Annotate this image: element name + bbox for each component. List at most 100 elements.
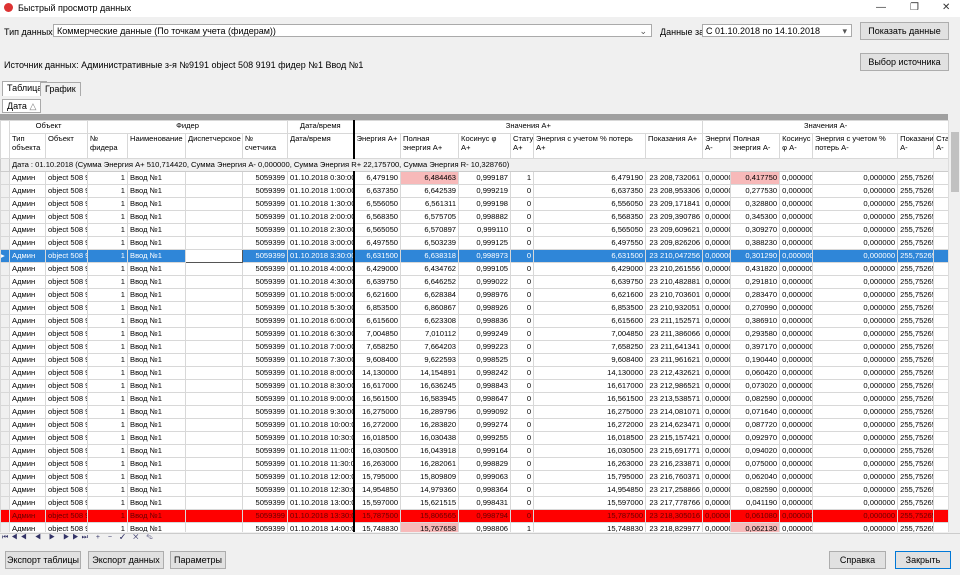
cell: 5059399 <box>242 249 289 263</box>
close-button[interactable]: Закрыть <box>895 551 951 569</box>
column-header: Энергия A+ <box>352 133 402 159</box>
cell: 255,75265 <box>897 509 935 523</box>
cell <box>185 444 244 458</box>
cell: 255,75265 <box>897 327 935 341</box>
data-type-value: Коммерческие данные (По точкам учета (фи… <box>57 26 276 36</box>
cell: 5059399 <box>242 314 289 328</box>
data-row[interactable]: Админ object 508 9 1 Ввод №1 5059399 01.10.20… <box>0 366 948 380</box>
cell: 0,000000 <box>812 366 899 380</box>
show-data-button[interactable]: Показать данные <box>860 22 949 40</box>
group-chip[interactable]: Дата △ <box>2 99 42 113</box>
cell: 23 217,778766 <box>645 496 704 510</box>
cell: Ввод №1 <box>127 197 187 211</box>
cell: 0,000000 <box>779 444 814 458</box>
period-combo[interactable]: С 01.10.2018 по 14.10.2018 ▾ <box>702 24 852 37</box>
data-row[interactable]: Админ object 508 9 1 Ввод №1 5059399 01.10.20… <box>0 210 948 224</box>
cell: object 508 9 <box>44 223 89 237</box>
cell: 0,999255 <box>458 431 512 445</box>
data-row[interactable]: Админ object 508 9 1 Ввод №1 5059399 01.10.20… <box>0 444 948 458</box>
cell: 255,75265 <box>897 366 935 380</box>
data-row[interactable]: Админ object 508 9 1 Ввод №1 5059399 01.10.20… <box>0 418 948 432</box>
export-table-button[interactable]: Экспорт таблицы <box>5 551 81 569</box>
cell: 255,75265 <box>897 431 935 445</box>
minimize[interactable]: — <box>876 2 886 13</box>
data-row[interactable]: Админ object 508 9 1 Ввод №1 5059399 01.10.20… <box>0 236 948 250</box>
maximize[interactable]: ❐ <box>910 2 919 13</box>
cell: 0,000000 <box>812 275 899 289</box>
cell: 255,75265 <box>897 210 935 224</box>
data-row[interactable]: Админ object 508 9 1 Ввод №1 5059399 01.10.20… <box>0 275 948 289</box>
cell: 0,00000 <box>702 353 732 367</box>
cell: 0 <box>510 405 535 419</box>
cell <box>185 327 244 341</box>
data-row[interactable]: Админ object 508 9 1 Ввод №1 5059399 01.10.20… <box>0 223 948 237</box>
data-row[interactable]: Админ object 508 9 1 Ввод №1 5059399 01.10.20… <box>0 197 948 211</box>
data-row[interactable]: Админ object 508 9 1 Ввод №1 5059399 01.10.20… <box>0 340 948 354</box>
data-row[interactable]: Админ object 508 9 1 Ввод №1 5059399 01.10.20… <box>0 509 948 523</box>
cell: 6,631500 <box>352 249 402 263</box>
cell: 6,565050 <box>533 223 647 237</box>
cell <box>933 223 948 237</box>
cell: 0,000000 <box>779 353 814 367</box>
help-button[interactable]: Справка <box>829 551 886 569</box>
data-row[interactable]: Админ object 508 9 1 Ввод №1 5059399 01.10.20… <box>0 171 948 185</box>
cell: 23 214,081071 <box>645 405 704 419</box>
cell: 6,561311 <box>400 197 460 211</box>
cell: 16,583945 <box>400 392 460 406</box>
cell: 15,767658 <box>400 522 460 532</box>
select-source-button[interactable]: Выбор источника <box>860 53 949 71</box>
row-indicator <box>0 379 10 393</box>
data-row[interactable]: Админ object 508 9 1 Ввод №1 5059399 01.10.20… <box>0 288 948 302</box>
data-row[interactable]: Админ object 508 9 1 Ввод №1 5059399 01.10.20… <box>0 379 948 393</box>
row-indicator <box>0 197 10 211</box>
data-row[interactable]: Админ object 508 9 1 Ввод №1 5059399 01.10.20… <box>0 327 948 341</box>
params-button[interactable]: Параметры <box>170 551 226 569</box>
cell: 0,00000 <box>702 249 732 263</box>
cell: 0,000000 <box>812 379 899 393</box>
data-type-combo[interactable]: Коммерческие данные (По точкам учета (фи… <box>53 24 652 37</box>
cell: Админ <box>9 340 46 354</box>
cell: 0,000000 <box>779 470 814 484</box>
data-row[interactable]: Админ object 508 9 1 Ввод №1 5059399 01.10.20… <box>0 457 948 471</box>
data-row[interactable]: ▸ Админ object 508 9 1 Ввод №1 5059399 01.10.2… <box>0 249 948 263</box>
cell: 7,010112 <box>400 327 460 341</box>
cell: 16,275000 <box>352 405 402 419</box>
cell: 0,283470 <box>730 288 781 302</box>
data-row[interactable]: Админ object 508 9 1 Ввод №1 5059399 01.10.20… <box>0 470 948 484</box>
navigator[interactable]: ⏮◀◀ ◀ ▶ ▶▶⏭ + − ✓ ✕ ✎ <box>0 533 960 545</box>
cell: 1 <box>87 353 129 367</box>
cell: 16,263000 <box>352 457 402 471</box>
data-row[interactable]: Админ object 508 9 1 Ввод №1 5059399 01.10.20… <box>0 314 948 328</box>
export-data-button[interactable]: Экспорт данных <box>88 551 164 569</box>
data-row[interactable]: Админ object 508 9 1 Ввод №1 5059399 01.10.20… <box>0 184 948 198</box>
cell: 01.10.2018 9:30:00 <box>287 405 355 419</box>
row-indicator <box>0 184 10 198</box>
close-window[interactable]: ✕ <box>942 2 951 13</box>
cell: 6,575705 <box>400 210 460 224</box>
cell: 01.10.2018 7:30:00 <box>287 353 355 367</box>
cell: 0,000000 <box>812 327 899 341</box>
data-row[interactable]: Админ object 508 9 1 Ввод №1 5059399 01.10.20… <box>0 301 948 315</box>
data-row[interactable]: Админ object 508 9 1 Ввод №1 5059399 01.10.20… <box>0 496 948 510</box>
cell: Ввод №1 <box>127 223 187 237</box>
cell: 6,556050 <box>533 197 647 211</box>
data-row[interactable]: Админ object 508 9 1 Ввод №1 5059399 01.10.20… <box>0 522 948 532</box>
cell: 23 211,386066 <box>645 327 704 341</box>
cell: Ввод №1 <box>127 470 187 484</box>
v-scrollbar[interactable] <box>948 120 960 532</box>
data-row[interactable]: Админ object 508 9 1 Ввод №1 5059399 01.10.20… <box>0 392 948 406</box>
data-row[interactable]: Админ object 508 9 1 Ввод №1 5059399 01.10.20… <box>0 483 948 497</box>
data-row[interactable]: Админ object 508 9 1 Ввод №1 5059399 01.10.20… <box>0 262 948 276</box>
cell: object 508 9 <box>44 314 89 328</box>
cell: 16,272000 <box>533 418 647 432</box>
cell <box>185 340 244 354</box>
data-row[interactable]: Админ object 508 9 1 Ввод №1 5059399 01.10.20… <box>0 405 948 419</box>
cell: 0,998525 <box>458 353 512 367</box>
cell: 15,748830 <box>352 522 402 532</box>
cell: 1 <box>510 171 535 185</box>
cell: 0,000000 <box>812 340 899 354</box>
data-row[interactable]: Админ object 508 9 1 Ввод №1 5059399 01.10.20… <box>0 431 948 445</box>
tab[interactable]: График <box>40 82 81 96</box>
row-indicator <box>0 301 10 315</box>
data-row[interactable]: Админ object 508 9 1 Ввод №1 5059399 01.10.20… <box>0 353 948 367</box>
